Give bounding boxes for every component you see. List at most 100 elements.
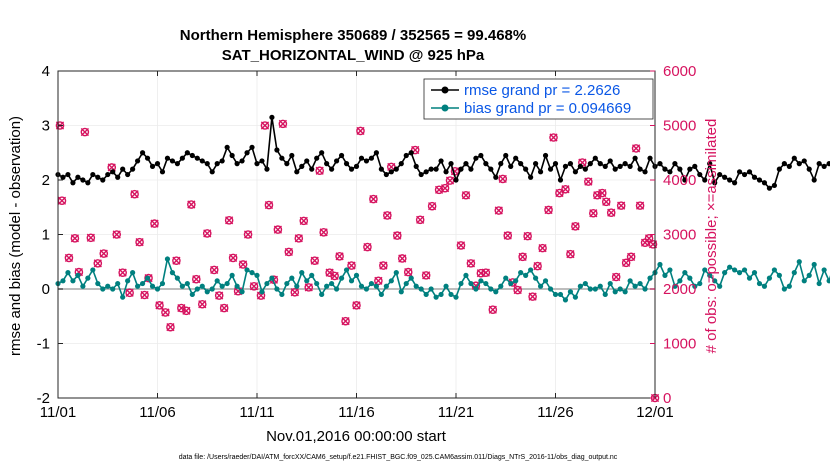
bias-point: [428, 286, 434, 292]
bias-point: [125, 278, 131, 284]
obs-count-point: [70, 234, 80, 243]
obs-count-point: [494, 206, 504, 215]
x-tick-label: 11/01: [40, 404, 76, 421]
rmse-point: [80, 177, 86, 183]
obs-possible-marker: [466, 259, 476, 268]
rmse-point: [582, 166, 588, 172]
rmse-point: [353, 163, 360, 169]
obs-possible-marker: [55, 121, 65, 130]
obs-assimilated-marker: [513, 285, 522, 295]
obs-possible-marker: [397, 254, 407, 263]
rmse-point: [363, 158, 370, 164]
obs-assimilated-marker: [498, 174, 507, 184]
obs-possible-marker: [260, 121, 270, 130]
bias-point: [120, 294, 126, 300]
obs-assimilated-marker: [635, 201, 645, 210]
bias-point: [159, 280, 166, 287]
rmse-point: [677, 166, 683, 172]
bias-point: [274, 286, 280, 292]
x-tick-label: 11/11: [239, 404, 274, 421]
obs-possible-marker: [481, 268, 491, 277]
obs-count-point: [356, 126, 365, 136]
obs-count-point: [461, 190, 471, 200]
bias-point: [244, 267, 250, 273]
obs-assimilated-marker: [544, 205, 553, 215]
bias-point: [234, 283, 240, 289]
legend-bias-marker: [441, 104, 449, 112]
rmse-point: [662, 166, 668, 172]
obs-possible-marker: [611, 272, 621, 282]
bias-point: [816, 280, 822, 287]
obs-count-point: [99, 249, 109, 258]
rmse-point: [672, 161, 678, 167]
obs-possible-marker: [294, 234, 304, 243]
obs-possible-marker: [498, 174, 508, 184]
bias-point: [85, 275, 91, 281]
bias-point: [343, 267, 350, 273]
obs-assimilated-marker: [494, 206, 503, 215]
bias-point: [130, 270, 136, 276]
rmse-point: [463, 161, 469, 167]
obs-count-point: [549, 133, 558, 142]
obs-count-point: [294, 234, 304, 243]
rmse-point: [189, 152, 195, 159]
obs-count-point: [611, 272, 621, 282]
bias-point: [727, 264, 733, 270]
bias-point: [542, 278, 549, 284]
bias-point: [304, 278, 310, 284]
y-left-tick-label: 0: [42, 281, 50, 298]
bias-point: [65, 270, 71, 276]
obs-count-point: [284, 247, 294, 257]
rmse-point: [453, 177, 459, 183]
bias-point: [189, 291, 195, 298]
obs-assimilated-marker: [225, 216, 234, 225]
obs-possible-marker: [566, 249, 575, 259]
rmse-point: [607, 158, 613, 164]
obs-assimilated-marker: [549, 133, 558, 142]
obs-possible-marker: [140, 290, 149, 300]
bias-point: [657, 261, 663, 268]
rmse-point: [309, 166, 315, 172]
rmse-point: [398, 161, 404, 167]
obs-possible-marker: [631, 144, 641, 153]
obs-assimilated-marker: [428, 202, 437, 211]
obs-assimilated-marker: [310, 256, 319, 265]
rmse-point: [289, 152, 295, 159]
rmse-point: [269, 114, 275, 120]
bias-point: [493, 289, 499, 295]
rmse-point: [493, 174, 499, 180]
rmse-point: [667, 169, 673, 175]
bias-point: [383, 283, 389, 289]
bias-point: [319, 291, 325, 298]
rmse-point: [304, 158, 310, 164]
obs-assimilated-marker: [335, 252, 344, 261]
obs-possible-marker: [555, 188, 564, 198]
obs-possible-marker: [166, 322, 175, 332]
bias-point: [353, 272, 360, 278]
rmse-point: [149, 163, 156, 169]
rmse-point: [75, 174, 81, 180]
rmse-point: [438, 158, 444, 164]
bias-point: [582, 280, 588, 287]
rmse-point: [528, 174, 534, 180]
obs-assimilated-marker: [341, 317, 350, 326]
obs-assimilated-marker: [278, 119, 287, 128]
obs-count-point: [243, 230, 253, 239]
rmse-point: [358, 155, 365, 161]
bias-point: [826, 278, 830, 284]
rmse-point: [314, 155, 320, 161]
obs-count-point: [597, 188, 607, 198]
bias-point: [214, 278, 220, 284]
bias-point: [707, 272, 713, 278]
rmse-point: [717, 171, 723, 178]
rmse-point: [587, 161, 593, 167]
rmse-point: [229, 152, 235, 159]
obs-possible-marker: [172, 256, 181, 265]
bias-point: [667, 267, 673, 273]
obs-assimilated-marker: [260, 121, 270, 130]
bias-point: [483, 280, 489, 287]
obs-assimilated-marker: [112, 230, 121, 239]
rmse-point: [368, 155, 375, 161]
rmse-point: [727, 177, 733, 183]
obs-possible-marker: [571, 222, 580, 231]
